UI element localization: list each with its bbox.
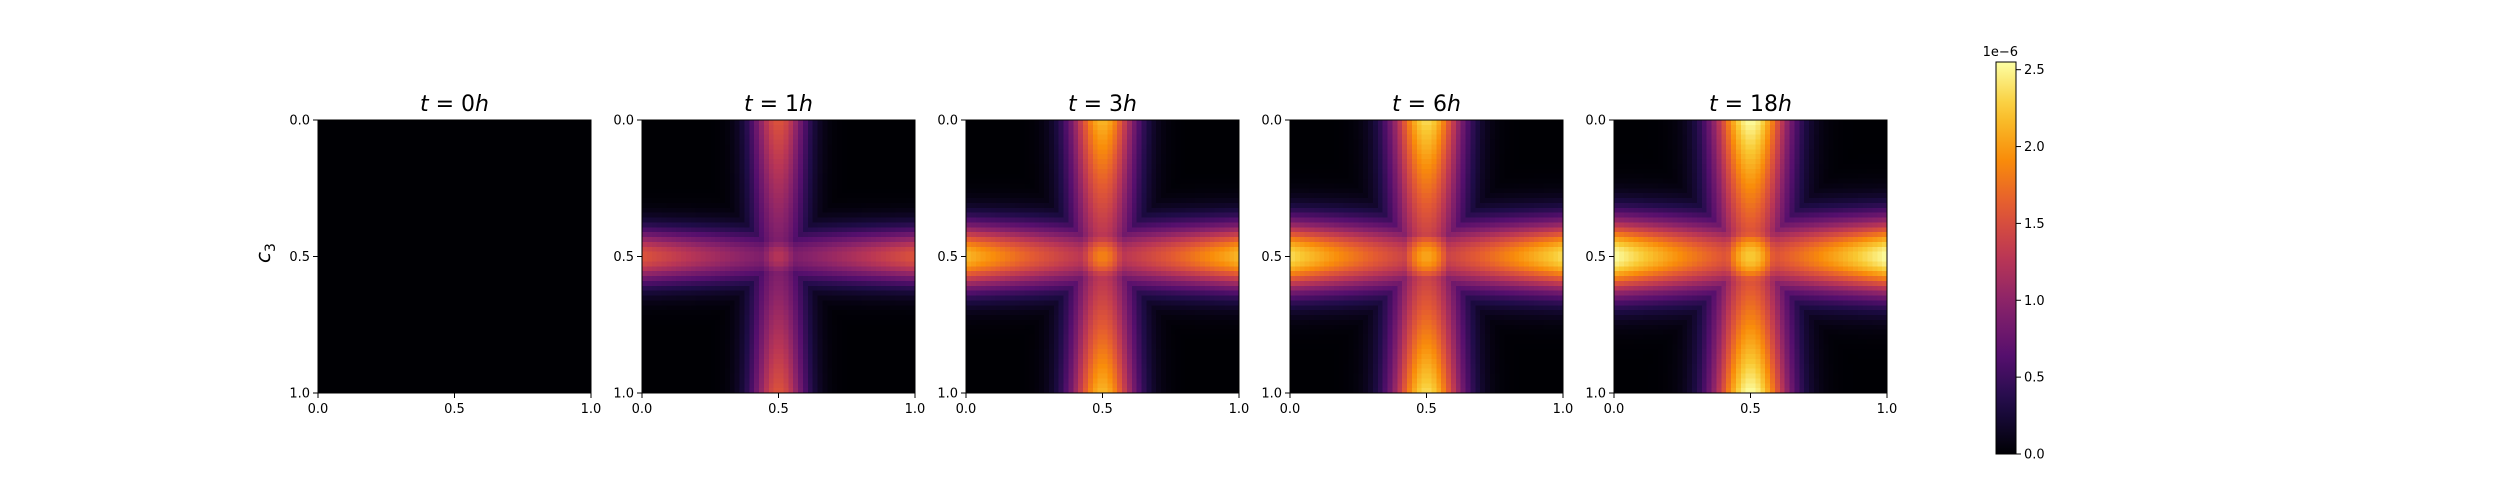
x-tick-label: 0.5 [1092, 402, 1113, 417]
panels-group: t = 0h0.0 0.5 1.00.00.51.0t = 1h0.0 0.5 1.00… [289, 92, 1897, 417]
y-axis-label: c3 [251, 243, 279, 263]
panel-title-unit: h [1447, 92, 1461, 117]
x-tick-label: 0.5 [1416, 402, 1437, 417]
panel-title-var: t [744, 92, 754, 117]
y-tick-label: 1.0 [1261, 387, 1282, 402]
panel-title-var: t [1392, 92, 1402, 117]
panel-title-var: t [1709, 92, 1719, 117]
panel-title-eq: = 6 [1401, 92, 1447, 117]
panel-title-eq: = 18 [1718, 92, 1778, 117]
panel-title-unit: h [1123, 92, 1137, 117]
panel-title-eq: = 0 [429, 92, 475, 117]
colorbar-tick-label: 2.5 [2024, 63, 2045, 78]
colorbar-gradient [1995, 61, 2017, 455]
y-tick-label: 1.0 [289, 387, 310, 402]
x-tick-label: 1.0 [1229, 402, 1250, 417]
panel-title: t = 6h [1392, 92, 1461, 117]
heatmap-image [1614, 120, 1888, 394]
x-tick-label: 0.0 [308, 402, 329, 417]
y-tick-label: 1.0 [1585, 387, 1606, 402]
y-tick-label: 0.5 [613, 250, 634, 265]
panel-title-unit: h [799, 92, 813, 117]
y-tick-label: 0.5 [1585, 250, 1606, 265]
x-tick-label: 0.5 [768, 402, 789, 417]
x-tick-label: 1.0 [1553, 402, 1574, 417]
y-tick-label: 0.0 [1261, 114, 1282, 129]
colorbar-scale-label: 1e−6 [1983, 45, 2018, 60]
y-tick-label: 1.0 [937, 387, 958, 402]
colorbar-tick-label: 1.0 [2024, 294, 2045, 309]
colorbar-tick-label: 0.0 [2024, 448, 2045, 463]
y-tick-label: 0.5 [1261, 250, 1282, 265]
x-tick-label: 1.0 [905, 402, 926, 417]
y-tick-label: 0.0 [1585, 114, 1606, 129]
panel-title-unit: h [475, 92, 489, 117]
heatmap-image [318, 120, 592, 394]
y-tick-label: 1.0 [613, 387, 634, 402]
y-tick-label: 0.0 [289, 114, 310, 129]
y-tick-label: 0.0 [937, 114, 958, 129]
heatmap-panel: t = 1h0.0 0.5 1.00.00.51.0 [613, 92, 925, 417]
panel-title-eq: = 3 [1077, 92, 1123, 117]
x-tick-label: 0.0 [1604, 402, 1625, 417]
x-tick-label: 1.0 [581, 402, 602, 417]
heatmap-image [1290, 120, 1564, 394]
panel-title: t = 3h [1068, 92, 1137, 117]
y-tick-label: 0.5 [937, 250, 958, 265]
x-tick-label: 1.0 [1877, 402, 1898, 417]
heatmap-panel: t = 3h0.0 0.5 1.00.00.51.0 [937, 92, 1249, 417]
panel-title-eq: = 1 [753, 92, 799, 117]
colorbar-tick-label: 2.0 [2024, 140, 2045, 155]
x-tick-label: 0.5 [444, 402, 465, 417]
heatmap-image [642, 120, 916, 394]
x-tick-label: 0.0 [1280, 402, 1301, 417]
panel-title-var: t [420, 92, 430, 117]
colorbar-tick-label: 0.5 [2024, 371, 2045, 386]
x-tick-label: 0.0 [956, 402, 977, 417]
panel-title: t = 0h [420, 92, 489, 117]
heatmap-panel: t = 0h0.0 0.5 1.00.00.51.0 [289, 92, 601, 417]
panel-title-unit: h [1778, 92, 1792, 117]
y-tick-label: 0.5 [289, 250, 310, 265]
heatmap-image [966, 120, 1240, 394]
panel-title: t = 1h [744, 92, 813, 117]
y-axis-label-main: c [251, 252, 275, 263]
x-tick-label: 0.0 [632, 402, 653, 417]
colorbar-tick-label: 1.5 [2024, 217, 2045, 232]
y-tick-label: 0.0 [613, 114, 634, 129]
colorbar: 0.0 0.5 1.0 1.5 2.0 2.5 1e−6 [1983, 45, 2045, 463]
heatmap-panel: t = 6h0.0 0.5 1.00.00.51.0 [1261, 92, 1573, 417]
y-axis-label-subscript: 3 [263, 243, 279, 252]
panel-title-var: t [1068, 92, 1078, 117]
x-tick-label: 0.5 [1740, 402, 1761, 417]
panel-title: t = 18h [1709, 92, 1792, 117]
